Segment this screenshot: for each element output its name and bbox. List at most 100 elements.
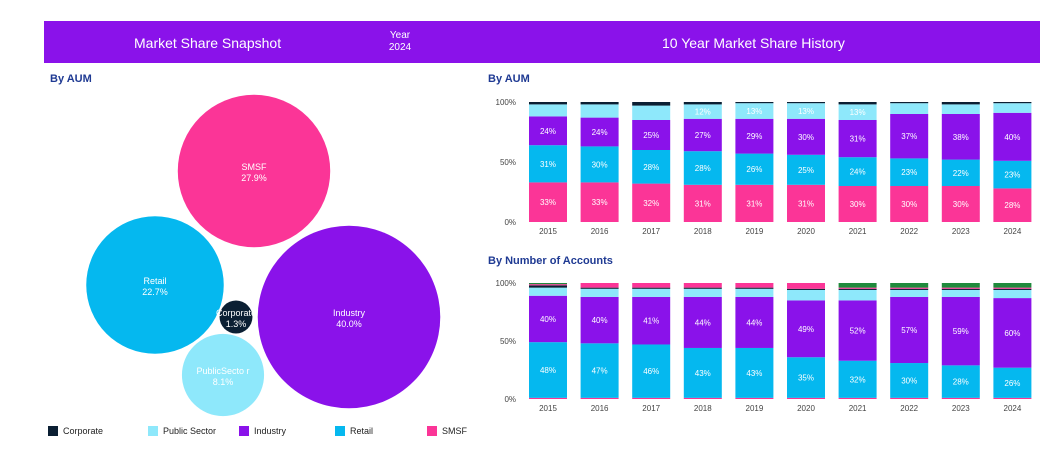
bar-segment-corporate	[941, 102, 980, 105]
bar-segment-smsf	[941, 287, 980, 289]
data-label: 30%	[953, 200, 969, 209]
data-label: 40%	[592, 316, 608, 325]
bubble-retail	[86, 216, 224, 354]
bubble-value-label: 40.0%	[336, 319, 362, 329]
legend-item-industry: Industry	[239, 426, 335, 436]
bar-segment-retail	[529, 145, 567, 183]
bar-segment-industry	[735, 118, 774, 154]
data-label: 30%	[901, 376, 917, 385]
bar-segment-smsf	[838, 186, 877, 222]
data-label: 29%	[746, 132, 762, 141]
data-label: 22%	[953, 169, 969, 178]
bar-segment-industry	[683, 296, 722, 348]
bar-segment-smsf	[735, 184, 774, 222]
bar-segment-retail	[838, 360, 877, 398]
data-label: 24%	[850, 168, 866, 177]
legend-swatch	[148, 426, 158, 436]
bar-segment-public-sector	[735, 288, 774, 297]
x-tick-label: 2023	[952, 404, 970, 413]
data-label: 25%	[798, 166, 814, 175]
data-label: 26%	[1004, 379, 1020, 388]
bubble-label: Industry	[333, 308, 366, 318]
data-label: 30%	[850, 200, 866, 209]
bar-segment-public-sector	[632, 105, 671, 120]
bar-segment-corporate	[838, 288, 877, 290]
bar-segment-smsf	[683, 283, 722, 288]
bar-segment-public-sector	[683, 288, 722, 297]
bar-segment-other	[993, 283, 1032, 288]
bar-segment-public-sector	[890, 103, 929, 114]
bar-segment-public-sector	[683, 104, 722, 119]
bar-segment-corporate	[683, 102, 722, 105]
legend-swatch	[335, 426, 345, 436]
bar-segment-retail	[787, 357, 825, 398]
bar-segment-smsf	[632, 397, 671, 399]
bar-segment-retail	[735, 153, 774, 185]
bar-segment-retail	[529, 342, 567, 398]
bar-segment-industry	[941, 114, 980, 160]
data-label: 28%	[1004, 201, 1020, 210]
bar-segment-corporate	[735, 287, 774, 289]
data-label: 12%	[695, 108, 711, 117]
bar-segment-retail	[683, 347, 722, 398]
bar-segment-smsf	[890, 186, 929, 222]
history-title: 10 Year Market Share History	[662, 35, 845, 51]
year-selector[interactable]: Year 2024	[380, 30, 420, 54]
bar-segment-corporate	[529, 102, 567, 105]
bar-segment-industry	[683, 118, 722, 152]
bar-segment-industry	[993, 298, 1032, 368]
bubble-label: SMSF	[241, 162, 267, 172]
legend-label: Retail	[350, 426, 374, 436]
data-label: 32%	[643, 199, 659, 208]
bar-segment-retail	[941, 365, 980, 398]
bar-segment-smsf	[580, 397, 619, 399]
bar-segment-public-sector	[838, 104, 877, 120]
bar-segment-smsf	[683, 397, 722, 399]
x-tick-label: 2016	[591, 227, 609, 236]
bar-segment-public-sector	[941, 104, 980, 114]
data-label: 32%	[850, 375, 866, 384]
data-label: 41%	[643, 317, 659, 326]
data-label: 23%	[1004, 171, 1020, 180]
data-label: 59%	[953, 327, 969, 336]
bar-segment-public-sector	[632, 288, 671, 297]
data-label: 44%	[746, 318, 762, 327]
bubble-public-sector	[181, 333, 265, 417]
bar-segment-corporate	[529, 285, 567, 288]
x-tick-label: 2015	[539, 404, 557, 413]
data-label: 24%	[540, 127, 556, 136]
bar-segment-corporate	[787, 102, 825, 104]
bar-segment-public-sector	[735, 103, 774, 119]
data-label: 33%	[540, 198, 556, 207]
y-tick-label: 50%	[500, 337, 516, 346]
bar-segment-smsf	[529, 397, 567, 399]
bar-segment-public-sector	[787, 103, 825, 119]
bubble-value-label: 1.3%	[226, 319, 247, 329]
bar-segment-retail	[993, 367, 1032, 398]
bar-segment-retail	[890, 158, 929, 186]
bubble-industry	[257, 225, 441, 409]
bar-segment-public-sector	[890, 289, 929, 297]
data-label: 47%	[592, 367, 608, 376]
bar-segment-smsf	[890, 287, 929, 289]
x-tick-label: 2022	[900, 227, 918, 236]
legend-label: Corporate	[63, 426, 104, 436]
data-label: 35%	[798, 374, 814, 383]
bar-segment-public-sector	[993, 103, 1032, 113]
x-tick-label: 2015	[539, 227, 557, 236]
legend-swatch	[427, 426, 437, 436]
bar-segment-public-sector	[529, 104, 567, 117]
bar-segment-industry	[529, 295, 567, 343]
bar-segment-industry	[787, 300, 825, 358]
bar-segment-industry	[529, 116, 567, 146]
y-tick-label: 100%	[496, 279, 516, 288]
x-tick-label: 2019	[746, 227, 764, 236]
bubble-label: Retail	[143, 276, 166, 286]
bar-segment-smsf	[580, 283, 619, 288]
data-label: 46%	[643, 367, 659, 376]
bar-segment-public-sector	[580, 104, 619, 118]
aum-history-title: By AUM	[488, 73, 530, 85]
accounts-stacked-bar-chart: 0% 50% 100% 48% 40% 2015 47% 40% 2016 46% 41% 2017 4…	[496, 279, 1032, 413]
data-label: 57%	[901, 326, 917, 335]
data-label: 28%	[953, 378, 969, 387]
